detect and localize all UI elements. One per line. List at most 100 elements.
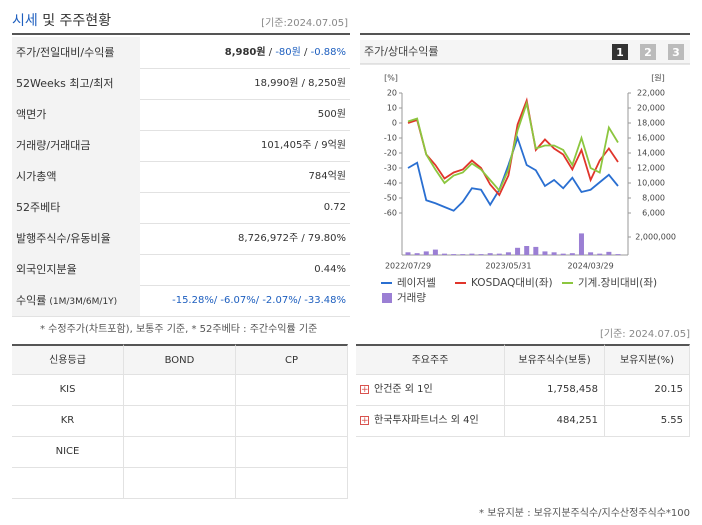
legend-swatch xyxy=(382,293,392,303)
y2-tick-label: 10,000 xyxy=(637,179,665,188)
volume-bar xyxy=(405,252,411,255)
value-part: -33.48% xyxy=(301,295,346,306)
row-label: 외국인지분율 xyxy=(12,254,140,285)
title-rest: 및 주주현황 xyxy=(42,13,112,29)
value-part: -15.28%/ xyxy=(172,295,218,306)
table-cell xyxy=(236,468,348,499)
header-cell: 신용등급 xyxy=(12,344,124,375)
y-tick-label: 20 xyxy=(387,89,397,98)
title-main: 시세 xyxy=(12,13,38,29)
table-cell xyxy=(236,437,348,468)
y-tick-label: -10 xyxy=(384,134,397,143)
note: * 보유지분 : 보유지분주식수/지수산정주식수*100 xyxy=(479,508,690,519)
tab-button[interactable] xyxy=(640,44,656,60)
y2-unit: [원] xyxy=(651,74,665,83)
table-cell xyxy=(124,375,236,406)
table-cell xyxy=(124,468,236,499)
tab-button[interactable] xyxy=(612,44,628,60)
volume-bar xyxy=(560,253,566,255)
tab-button-label: 3 xyxy=(672,46,680,59)
table-cell: 한국투자파트너스 외 4인 + xyxy=(356,406,505,437)
volume-bar xyxy=(569,253,575,255)
y2-tick-label: 6,000 xyxy=(642,209,665,218)
volume-bar xyxy=(542,251,548,255)
row-label: 수익률 (1M/3M/6M/1Y) xyxy=(12,285,140,316)
y-tick-label: -60 xyxy=(384,209,397,218)
volume-bar xyxy=(524,246,530,255)
legend-label: 레이저쎌 xyxy=(397,277,436,289)
tab-button-label: 1 xyxy=(616,46,624,59)
table-cell: 484,251 xyxy=(505,406,605,437)
table-cell: 5.55 xyxy=(605,406,690,437)
value-part: 8,726,972주 / 79.80% xyxy=(238,233,346,244)
volume-bar xyxy=(597,253,603,255)
x-tick-label: 2024/03/29 xyxy=(568,262,614,271)
y2-tick-label: 14,000 xyxy=(637,149,665,158)
volume-bar xyxy=(423,251,429,255)
value-part: 18,990원 / 8,250원 xyxy=(254,78,346,89)
header-cell: BOND xyxy=(124,344,236,375)
summary-row: 액면가 500원 xyxy=(12,99,350,131)
summary-row: 거래량/거래대금 101,405주 / 9억원 xyxy=(12,130,350,162)
note: * 수정주가(차트포함), 보통주 기준, * 52주베타 : 주간수익률 기준 xyxy=(40,324,318,335)
table-cell: KR xyxy=(12,406,124,437)
volume-bar xyxy=(578,233,584,255)
row-value: 8,726,972주 / 79.80% xyxy=(238,223,346,254)
y-tick-label: 10 xyxy=(387,104,397,113)
y-unit: [%] xyxy=(384,74,398,83)
value-part: -6.07%/ xyxy=(217,295,260,306)
table-cell xyxy=(124,437,236,468)
table-cell: KIS xyxy=(12,375,124,406)
row-value: 784억원 xyxy=(309,161,347,192)
table-cell xyxy=(12,468,124,499)
y2-tick-label: 20,000 xyxy=(637,104,665,113)
row-label: 52Weeks 최고/최저 xyxy=(12,68,140,99)
summary-row: 시가총액 784억원 xyxy=(12,161,350,193)
volume-bar xyxy=(487,253,493,255)
volume-bar xyxy=(478,254,484,255)
volume-bar xyxy=(432,249,438,255)
y-tick-label: -40 xyxy=(384,179,397,188)
rule xyxy=(12,33,350,35)
row-value: 101,405주 / 9억원 xyxy=(261,130,346,161)
summary-row: 주가/전일대비/수익률 8,980원 / -80원 / -0.88% xyxy=(12,37,350,69)
row-value: 18,990원 / 8,250원 xyxy=(254,68,346,99)
y2-tick-label: 12,000 xyxy=(637,164,665,173)
series-line xyxy=(407,100,619,193)
y2-tick-label: 16,000 xyxy=(637,134,665,143)
volume-bar xyxy=(496,253,502,255)
volume-bar xyxy=(606,251,612,255)
x-tick-label: 2022/07/29 xyxy=(385,262,431,271)
y-tick-label: -30 xyxy=(384,164,397,173)
row-value: 500원 xyxy=(318,99,346,130)
volume-bar xyxy=(469,253,475,255)
legend-label: 거래량 xyxy=(397,292,426,304)
summary-row: 수익률 (1M/3M/6M/1Y) -15.28%/ -6.07%/ -2.07%/… xyxy=(12,285,350,317)
volume-bar xyxy=(442,253,448,255)
row-label: 발행주식수/유동비율 xyxy=(12,223,140,254)
row-label: 액면가 xyxy=(12,99,140,130)
value-part: -0.88% xyxy=(310,47,346,58)
value-part: 8,980원 xyxy=(224,47,266,58)
volume-bar xyxy=(460,254,466,255)
row-label: 주가/전일대비/수익률 xyxy=(12,37,140,68)
value-part: 101,405주 / 9억원 xyxy=(260,140,346,151)
header-cell: 주요주주 xyxy=(356,344,505,375)
chart-head xyxy=(360,40,690,64)
row-value: -15.28%/ -6.07%/ -2.07%/ -33.48% xyxy=(172,285,346,316)
volume-bar xyxy=(588,252,594,255)
y2-tick-label: 18,000 xyxy=(637,119,665,128)
value-part: -2.07%/ xyxy=(259,295,302,306)
table-cell: 안건준 외 1인 + xyxy=(356,375,505,406)
table-cell: 20.15 xyxy=(605,375,690,406)
rule xyxy=(360,33,690,35)
table-cell: 1,758,458 xyxy=(505,375,605,406)
value-part: 0.44% xyxy=(314,264,346,275)
legend-label: 기계.장비대비(좌) xyxy=(578,277,657,289)
y-tick-label: -50 xyxy=(384,194,397,203)
tab-button[interactable] xyxy=(668,44,684,60)
summary-row: 52주베타 0.72 xyxy=(12,192,350,224)
header-cell: 보유주식수(보통) xyxy=(505,344,605,375)
y-tick-label: -20 xyxy=(384,149,397,158)
